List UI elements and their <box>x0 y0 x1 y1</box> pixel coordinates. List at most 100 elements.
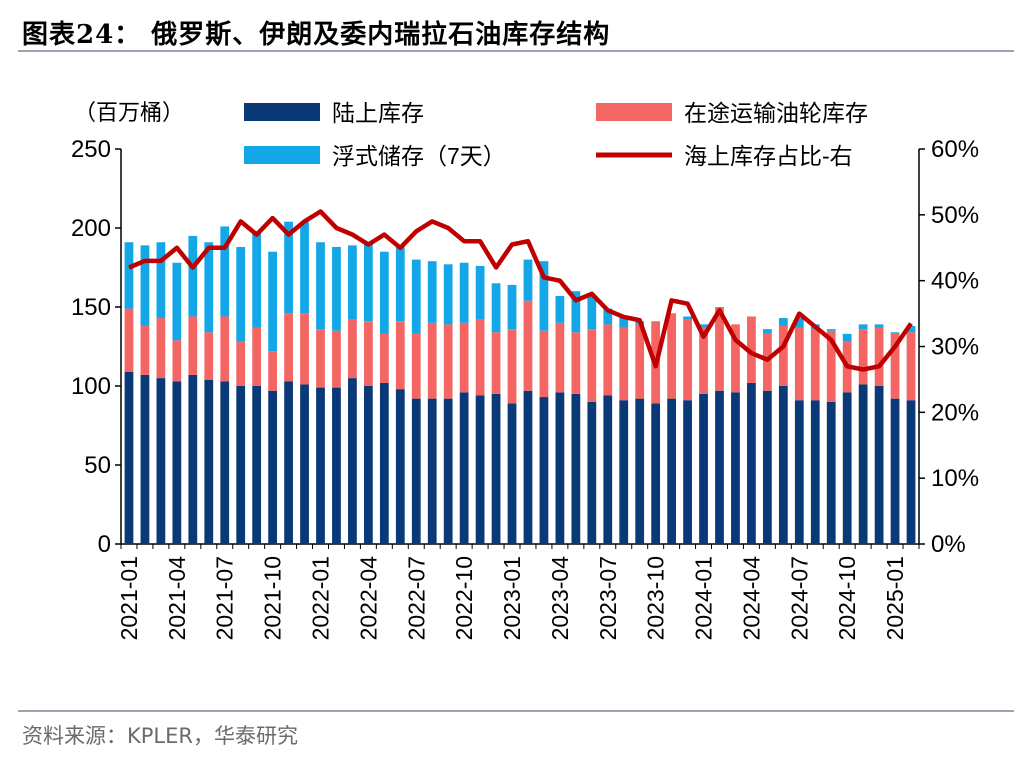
bar-segment-transit <box>348 319 357 379</box>
x-tick-label: 2022-01 <box>308 556 334 640</box>
bar-segment-onshore <box>571 393 581 544</box>
bar-segment-onshore <box>300 384 309 544</box>
bar-segment-floating <box>220 226 230 317</box>
bar-segment-floating <box>842 333 852 342</box>
bar-segment-transit <box>539 330 549 398</box>
bar-segment-transit <box>363 321 373 386</box>
bar-segment-onshore <box>619 400 629 544</box>
bar-segment-transit <box>475 319 485 396</box>
share-line-layer <box>128 209 913 372</box>
bar-segment-onshore <box>635 398 645 544</box>
x-tick-label: 2023-10 <box>643 556 669 640</box>
bar-segment-onshore <box>491 393 501 544</box>
bar-segment-onshore <box>252 386 262 544</box>
left-tick-label: 250 <box>71 136 111 163</box>
bar-segment-transit <box>699 327 708 394</box>
right-tick-label: 40% <box>931 268 979 295</box>
bar-segment-transit <box>443 324 453 399</box>
bar-segment-onshore <box>204 379 214 544</box>
bar-segment-transit <box>300 313 309 385</box>
bar-segment-floating <box>571 291 581 333</box>
bar-segment-transit <box>268 351 278 391</box>
bar-segment-floating <box>778 318 788 326</box>
bar-segment-floating <box>140 245 150 326</box>
stacked-bars <box>124 221 916 544</box>
share-line <box>128 209 913 372</box>
x-tick-label: 2024-10 <box>834 556 860 640</box>
bar-segment-transit <box>491 332 501 394</box>
x-tick-label: 2022-10 <box>451 556 477 640</box>
x-tick-label: 2024-07 <box>786 556 812 640</box>
bar-segment-onshore <box>172 381 182 544</box>
legend-label: 陆上库存 <box>332 100 424 126</box>
bar-segment-onshore <box>874 386 884 544</box>
bar-segment-floating <box>826 329 836 331</box>
bar-segment-onshore <box>443 398 453 544</box>
bar-segment-transit <box>555 322 565 393</box>
x-tick-label: 2021-01 <box>116 556 142 640</box>
x-tick-label: 2024-04 <box>738 556 764 641</box>
bar-segment-onshore <box>651 403 661 544</box>
bar-segment-transit <box>236 341 246 386</box>
bar-segment-transit <box>826 330 836 402</box>
legend-label: 浮式储存（7天） <box>332 143 506 169</box>
legend-swatch <box>596 103 672 121</box>
bar-segment-transit <box>252 327 262 386</box>
bar-segment-onshore <box>220 381 230 544</box>
x-tick-label: 2023-04 <box>547 556 573 641</box>
bar-segment-floating <box>794 318 804 328</box>
bar-segment-floating <box>858 324 868 330</box>
bar-segment-onshore <box>539 397 549 544</box>
x-tick-label: 2022-04 <box>355 556 381 641</box>
bar-segment-transit <box>747 316 756 383</box>
bar-segment-transit <box>603 324 613 396</box>
bar-segment-floating <box>874 324 884 328</box>
bar-segment-transit <box>906 332 916 401</box>
bar-segment-floating <box>332 246 341 331</box>
x-tick-label: 2021-10 <box>260 556 286 640</box>
bar-segment-floating <box>507 284 517 330</box>
right-tick-label: 0% <box>931 531 966 558</box>
bar-segment-floating <box>236 246 246 342</box>
bar-segment-transit <box>188 316 198 375</box>
legend-swatch <box>244 103 320 121</box>
bar-segment-onshore <box>683 400 692 544</box>
bar-segment-onshore <box>555 392 565 544</box>
left-tick-label: 150 <box>71 294 111 321</box>
bar-segment-onshore <box>475 395 485 544</box>
bar-segment-onshore <box>523 390 533 544</box>
bar-segment-floating <box>395 245 405 322</box>
bar-segment-onshore <box>395 389 405 544</box>
legend-label: 在途运输油轮库存 <box>684 100 868 126</box>
bar-segment-floating <box>188 235 198 317</box>
bar-segment-onshore <box>427 398 437 544</box>
bar-segment-floating <box>316 242 325 330</box>
bar-segment-onshore <box>731 392 740 544</box>
right-tick-label: 50% <box>931 202 979 229</box>
left-axis-unit-label: （百万桶） <box>74 100 184 125</box>
bar-segment-transit <box>316 329 325 388</box>
bar-segment-floating <box>699 324 708 328</box>
left-tick-label: 0 <box>98 531 111 558</box>
legend-label: 海上库存占比-右 <box>684 143 853 169</box>
bar-segment-onshore <box>348 378 357 544</box>
bar-segment-transit <box>810 329 820 401</box>
bar-segment-floating <box>348 245 357 320</box>
bar-segment-floating <box>124 242 134 309</box>
bar-segment-transit <box>778 325 788 386</box>
bar-segment-floating <box>459 262 469 323</box>
bar-segment-transit <box>379 333 389 383</box>
x-tick-label: 2025-01 <box>882 556 908 640</box>
bar-segment-onshore <box>794 400 804 544</box>
bar-segment-onshore <box>411 398 421 544</box>
x-tick-label: 2023-07 <box>595 556 621 640</box>
bar-segment-onshore <box>363 386 373 544</box>
bar-segment-floating <box>603 308 613 325</box>
bar-segment-onshore <box>603 395 613 544</box>
source-note: 资料来源：KPLER，华泰研究 <box>22 724 298 748</box>
bar-segment-floating <box>523 259 533 301</box>
bar-segment-transit <box>140 325 150 375</box>
bar-segment-onshore <box>826 401 836 544</box>
bar-segment-transit <box>172 340 182 382</box>
